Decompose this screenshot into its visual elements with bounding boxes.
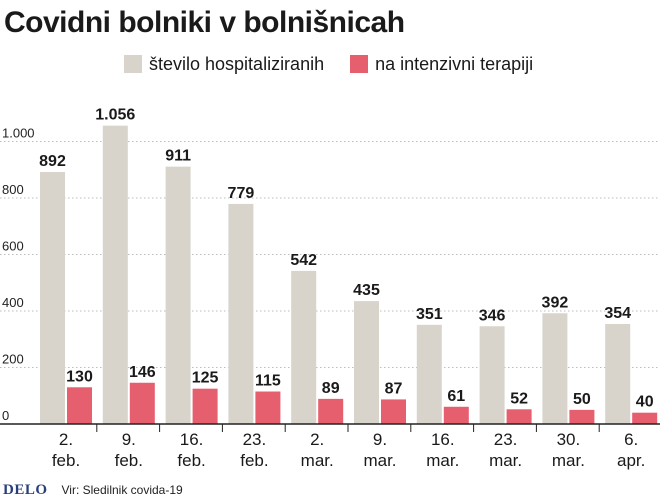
data-label-icu-6: 61 xyxy=(447,388,465,405)
data-label-icu-9: 40 xyxy=(636,394,654,411)
x-tick-day-8: 30. xyxy=(557,430,581,449)
data-label-hospitalized-9: 354 xyxy=(604,305,631,322)
data-label-icu-8: 50 xyxy=(573,391,591,408)
x-tick-day-4: 2. xyxy=(310,430,324,449)
x-tick-day-1: 9. xyxy=(122,430,136,449)
bar-icu-3 xyxy=(255,391,281,424)
y-tick-label-3: 600 xyxy=(2,239,24,254)
bar-icu-2 xyxy=(192,388,218,424)
x-tick-month-8: mar. xyxy=(552,451,585,470)
x-tick-month-4: mar. xyxy=(301,451,334,470)
data-label-hospitalized-5: 435 xyxy=(353,282,380,299)
data-label-icu-4: 89 xyxy=(322,380,340,397)
bar-chart: 0 200 400 600 800 1.000 892 130 2. feb. 1.056 146 9.… xyxy=(0,107,660,470)
y-tick-label-1: 200 xyxy=(2,352,24,367)
bar-hospitalized-3 xyxy=(228,203,254,424)
data-label-icu-2: 125 xyxy=(192,370,219,387)
data-label-icu-1: 146 xyxy=(129,364,156,381)
bar-hospitalized-8 xyxy=(542,313,568,424)
bar-icu-8 xyxy=(569,409,595,424)
data-label-hospitalized-7: 346 xyxy=(479,307,506,324)
data-label-hospitalized-3: 779 xyxy=(228,185,255,202)
data-label-hospitalized-1: 1.056 xyxy=(95,107,135,124)
data-label-icu-0: 130 xyxy=(66,368,93,385)
legend-label-icu: na intenzivni terapiji xyxy=(375,53,534,74)
x-tick-month-1: feb. xyxy=(115,451,143,470)
x-tick-day-6: 16. xyxy=(431,430,455,449)
footer: DELO Vir: Sledilnik covida-19 xyxy=(0,477,660,503)
x-tick-day-7: 23. xyxy=(494,430,518,449)
bar-icu-0 xyxy=(67,387,92,424)
legend-item-hospitalized: število hospitaliziranih xyxy=(124,54,324,75)
x-tick-day-9: 6. xyxy=(624,430,638,449)
bar-icu-4 xyxy=(318,398,344,424)
x-tick-month-2: feb. xyxy=(177,451,205,470)
bar-icu-9 xyxy=(632,412,658,424)
source-note: Vir: Sledilnik covida-19 xyxy=(61,483,183,497)
data-label-icu-3: 115 xyxy=(255,373,281,390)
y-tick-label-2: 400 xyxy=(2,295,24,310)
x-tick-month-6: mar. xyxy=(426,451,459,470)
bar-hospitalized-0 xyxy=(40,172,65,424)
x-tick-month-0: feb. xyxy=(52,451,80,470)
data-label-hospitalized-0: 892 xyxy=(39,153,66,170)
data-label-hospitalized-2: 911 xyxy=(165,148,191,165)
x-tick-month-3: feb. xyxy=(240,451,268,470)
y-tick-label-0: 0 xyxy=(2,408,9,423)
x-tick-day-2: 16. xyxy=(180,430,204,449)
data-label-hospitalized-6: 351 xyxy=(416,306,443,323)
chart-title: Covidni bolniki v bolnišnicah xyxy=(4,6,405,39)
bar-hospitalized-1 xyxy=(102,125,128,425)
bar-hospitalized-4 xyxy=(291,270,317,424)
delo-logo: DELO xyxy=(3,481,48,498)
x-tick-month-7: mar. xyxy=(489,451,522,470)
bar-icu-7 xyxy=(506,409,532,424)
legend-label-hospitalized: število hospitaliziranih xyxy=(149,53,325,74)
bar-icu-5 xyxy=(381,399,406,424)
y-tick-label-5: 1.000 xyxy=(2,126,35,141)
bar-hospitalized-7 xyxy=(479,326,505,424)
data-label-icu-5: 87 xyxy=(385,380,403,397)
legend-swatch-icu xyxy=(350,55,369,73)
x-tick-day-0: 2. xyxy=(59,430,73,449)
bar-hospitalized-5 xyxy=(354,301,379,424)
data-label-hospitalized-4: 542 xyxy=(290,252,317,269)
legend-item-icu: na intenzivni terapiji xyxy=(350,54,533,75)
x-tick-month-9: apr. xyxy=(617,451,645,470)
bar-hospitalized-2 xyxy=(165,166,191,424)
x-tick-month-5: mar. xyxy=(363,451,396,470)
bar-icu-6 xyxy=(443,406,469,424)
x-tick-day-3: 23. xyxy=(243,430,267,449)
bar-hospitalized-6 xyxy=(416,324,442,424)
legend-swatch-hospitalized xyxy=(124,55,142,73)
y-tick-label-4: 800 xyxy=(2,182,24,197)
data-label-hospitalized-8: 392 xyxy=(542,294,569,311)
data-label-icu-7: 52 xyxy=(510,390,528,407)
x-tick-day-5: 9. xyxy=(373,430,387,449)
legend: število hospitaliziranih na intenzivni t… xyxy=(124,52,559,76)
bar-hospitalized-9 xyxy=(605,323,631,424)
bar-icu-1 xyxy=(129,382,155,424)
